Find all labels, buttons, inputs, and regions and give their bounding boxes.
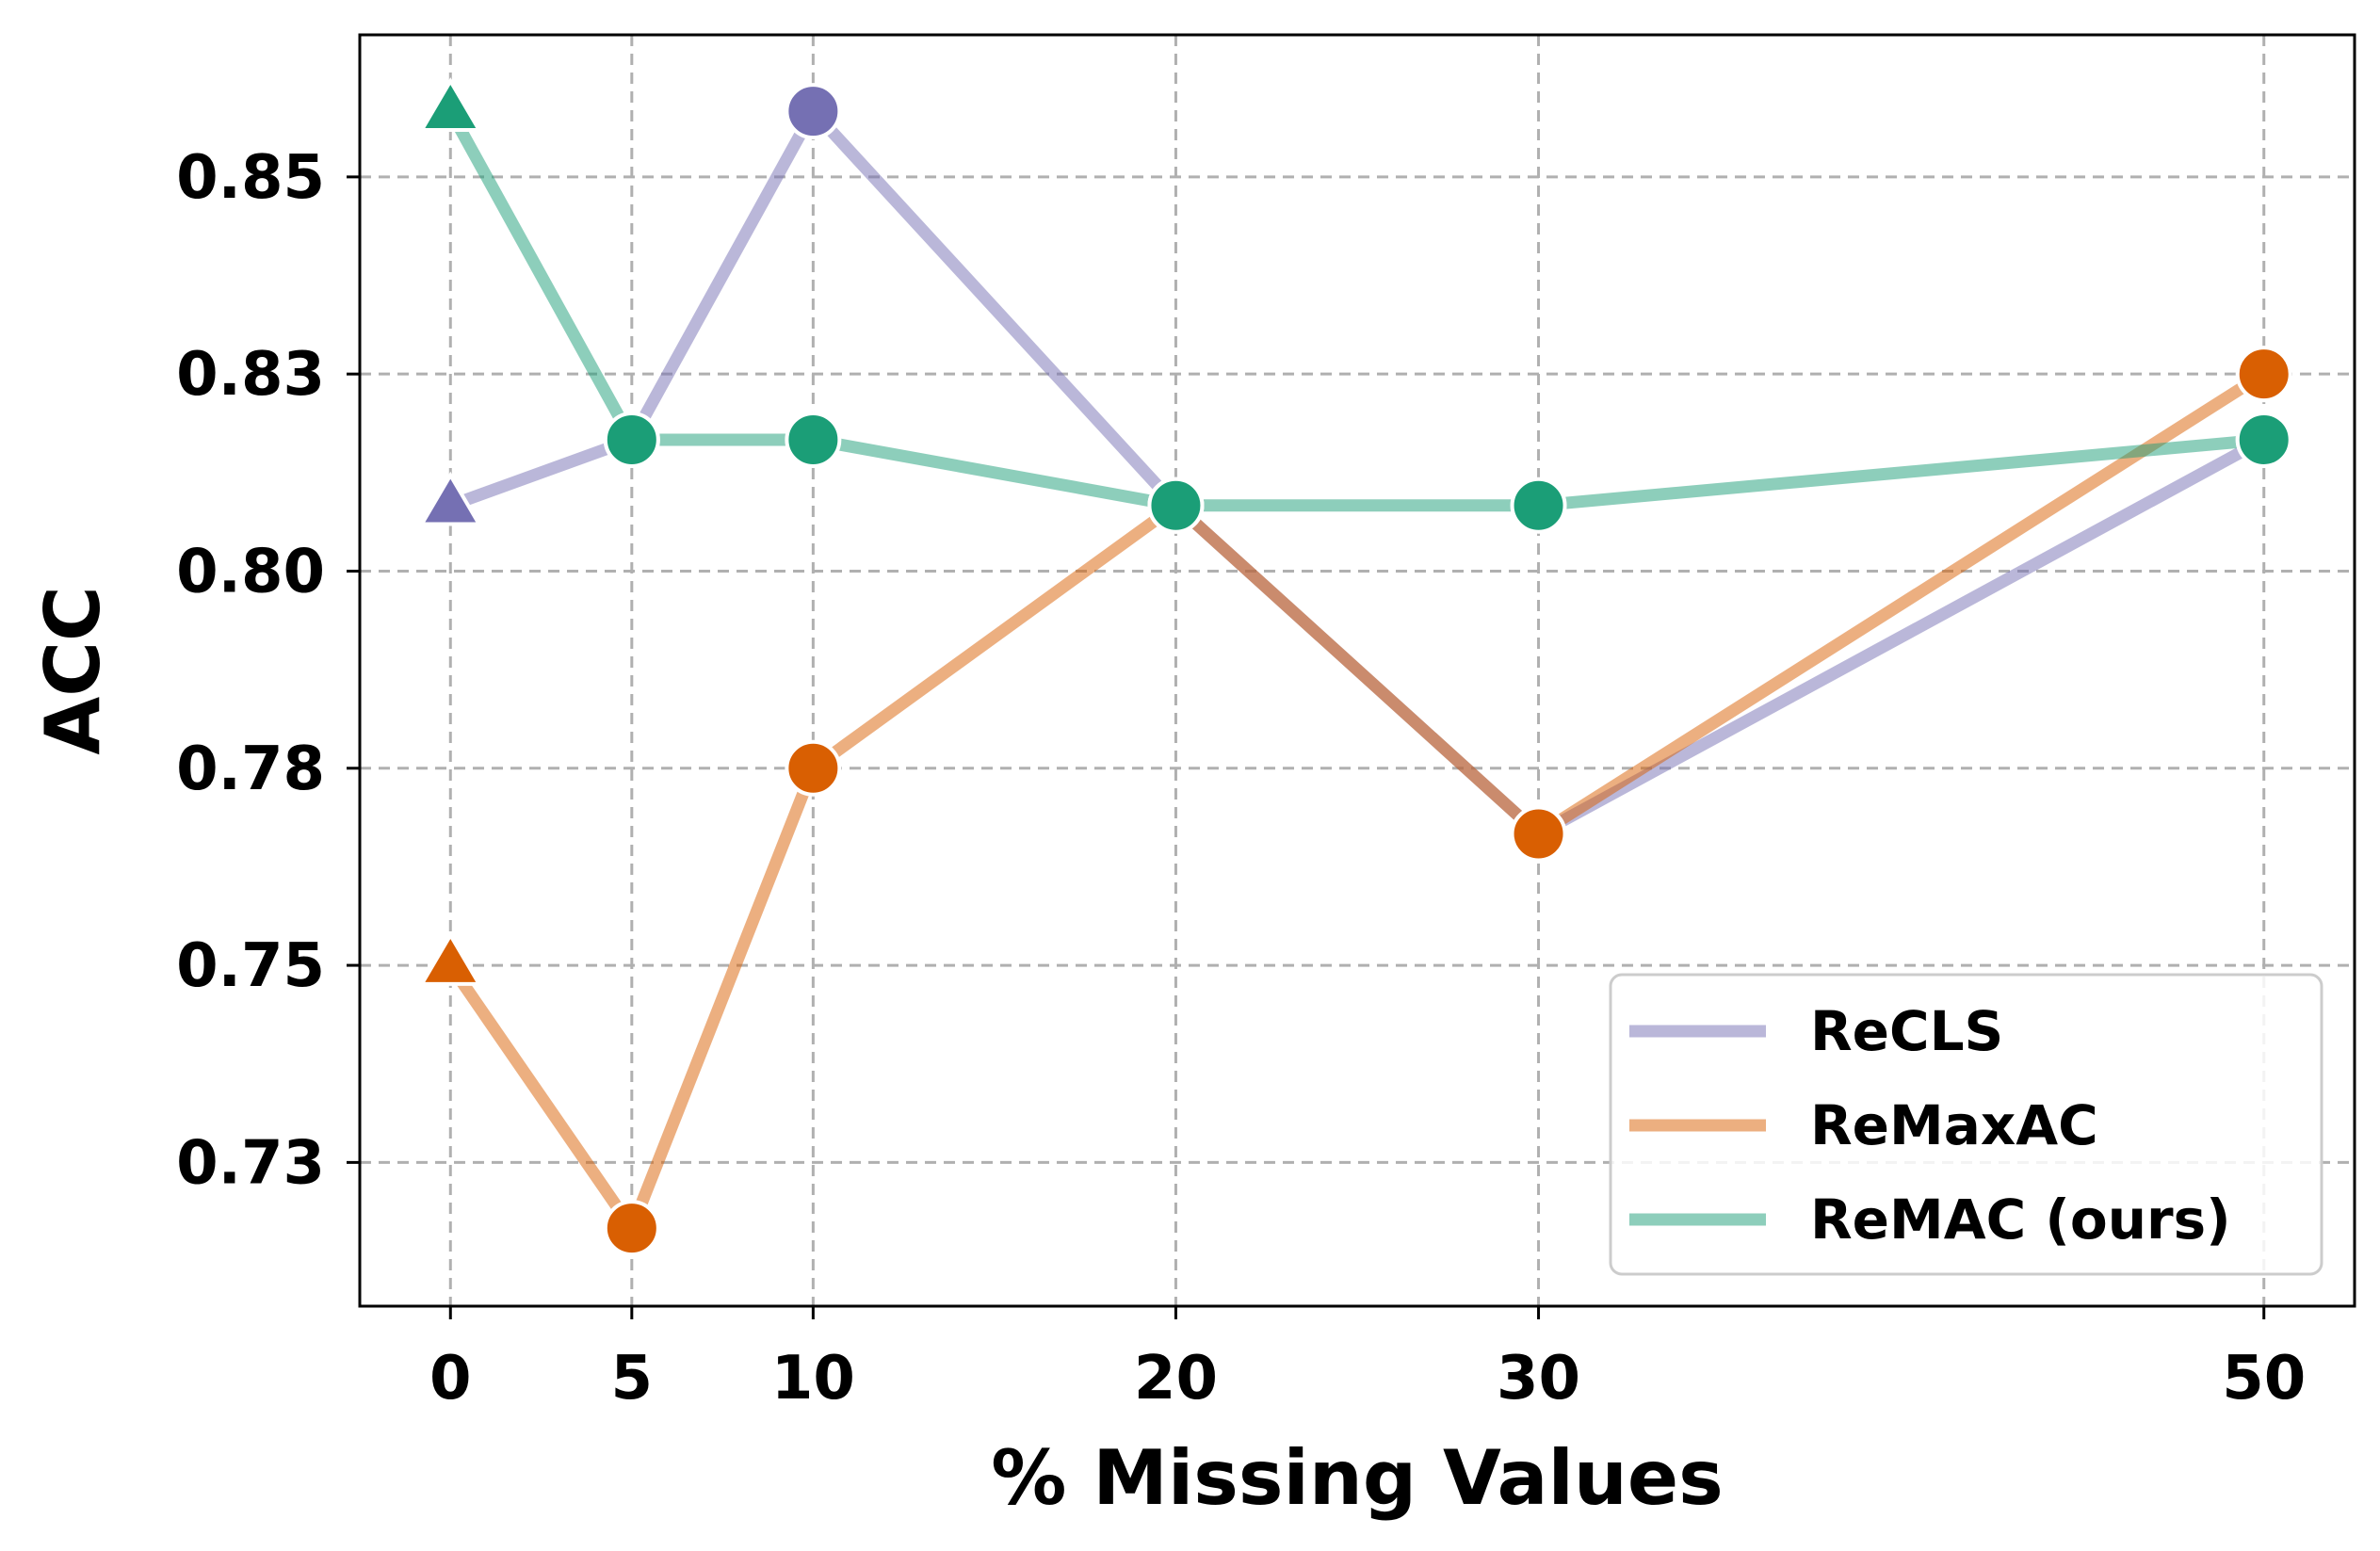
y-tick-label: 0.83 xyxy=(176,340,325,410)
y-axis-title: ACC xyxy=(29,586,117,754)
legend-label: ReMaxAC xyxy=(1810,1093,2098,1157)
x-tick-label: 5 xyxy=(611,1344,654,1414)
data-point-circle xyxy=(1510,805,1567,863)
x-tick-label: 20 xyxy=(1134,1344,1218,1414)
y-tick-label: 0.85 xyxy=(176,143,325,213)
data-point-circle xyxy=(2235,346,2292,403)
x-axis-title: % Missing Values xyxy=(991,1434,1724,1522)
plot-frame xyxy=(358,33,2356,1308)
x-tick-label: 0 xyxy=(429,1344,472,1414)
legend-box xyxy=(1609,973,2323,1276)
legend-label: ReCLS xyxy=(1810,999,2003,1063)
series-line-1 xyxy=(444,367,2271,1235)
data-point-circle xyxy=(1510,477,1567,534)
x-tick-label: 50 xyxy=(2222,1344,2306,1414)
data-point-triangle xyxy=(418,931,483,986)
data-point-circle xyxy=(785,411,842,468)
y-tick-label: 0.80 xyxy=(176,537,325,606)
data-point-circle xyxy=(785,739,842,797)
data-point-circle xyxy=(603,1200,660,1257)
legend-label: ReMAC (ours) xyxy=(1810,1187,2231,1252)
legend: ReCLS ReMaxAC ReMAC (ours) xyxy=(1609,973,2323,1276)
y-tick-label: 0.78 xyxy=(176,735,325,804)
data-point-circle xyxy=(1147,477,1205,534)
x-tick-label: 30 xyxy=(1497,1344,1580,1414)
data-point-circle xyxy=(603,411,660,468)
data-point-triangle xyxy=(418,77,483,132)
y-tick-label: 0.75 xyxy=(176,931,325,1001)
data-point-circle xyxy=(2235,411,2292,468)
ticks: 0 5 10 20 30 50 0.73 0.75 0.78 0.80 0.83 0.85 xyxy=(176,143,2306,1414)
data-point-circle xyxy=(785,83,842,140)
series-line-0 xyxy=(444,105,2271,841)
y-tick-label: 0.73 xyxy=(176,1128,325,1198)
series-layer xyxy=(418,77,2292,1257)
x-tick-label: 10 xyxy=(771,1344,855,1414)
series-line-2 xyxy=(444,105,2271,512)
data-point-triangle xyxy=(418,471,483,526)
